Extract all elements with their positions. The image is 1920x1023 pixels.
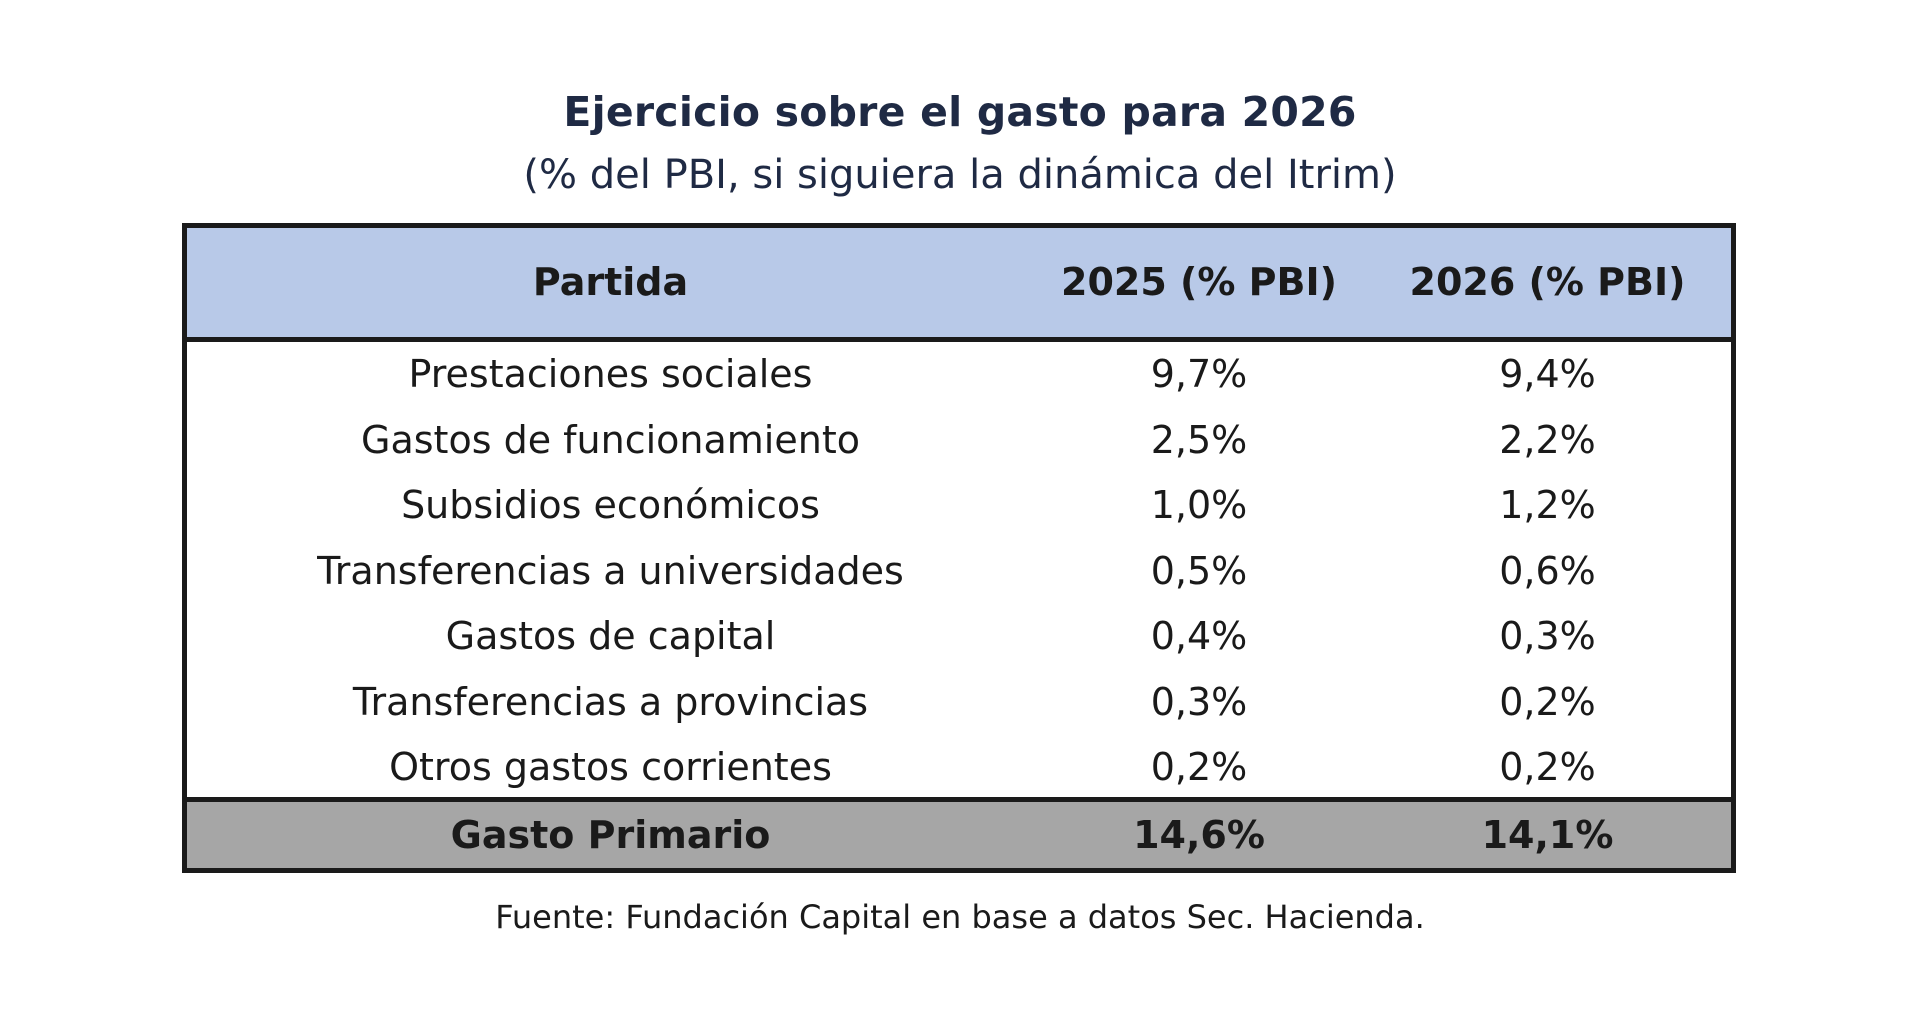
- value-2025: 0,4%: [1150, 614, 1248, 658]
- value-2026: 9,4%: [1499, 352, 1596, 396]
- value-2026: 0,6%: [1499, 548, 1596, 593]
- table-row: Gastos de funcionamiento 2,5% 2,2%: [187, 408, 1731, 474]
- value-2026: 0,2%: [1499, 745, 1596, 789]
- table-row: Prestaciones sociales 9,7% 9,4%: [187, 342, 1731, 408]
- row-label: Gastos de funcionamiento: [361, 417, 860, 462]
- row-label: Transferencias a universidades: [317, 548, 904, 593]
- row-label: Transferencias a provincias: [352, 679, 869, 724]
- table-body: Prestaciones sociales 9,7% 9,4% Gastos d…: [187, 342, 1731, 802]
- value-2025: 0,3%: [1150, 679, 1248, 724]
- table-row: Gastos de capital 0,4% 0,3%: [187, 604, 1731, 670]
- value-2026: 0,3%: [1499, 614, 1596, 658]
- value-2025: 2,5%: [1150, 417, 1248, 462]
- chart-subtitle: (% del PBI, si siguiera la dinámica del …: [523, 152, 1397, 198]
- value-2025: 0,5%: [1150, 548, 1248, 593]
- row-label: Gastos de capital: [445, 614, 776, 658]
- value-2025: 1,0%: [1150, 483, 1248, 527]
- value-2026: 2,2%: [1499, 417, 1596, 462]
- source-note: Fuente: Fundación Capital en base a dato…: [495, 898, 1425, 936]
- data-table: Partida 2025 (% PBI) 2026 (% PBI) Presta…: [182, 223, 1736, 873]
- header-cell-partida: Partida: [532, 260, 689, 304]
- table-row: Subsidios económicos 1,0% 1,2%: [187, 473, 1731, 539]
- total-2026: 14,1%: [1481, 813, 1614, 857]
- table-header-row: Partida 2025 (% PBI) 2026 (% PBI): [187, 228, 1731, 342]
- chart-title: Ejercicio sobre el gasto para 2026: [563, 88, 1357, 136]
- total-label: Gasto Primario: [450, 813, 771, 857]
- header-cell-2026: 2026 (% PBI): [1409, 260, 1686, 304]
- value-2026: 1,2%: [1499, 483, 1596, 527]
- table-row: Transferencias a provincias 0,3% 0,2%: [187, 670, 1731, 736]
- header-cell-2025: 2025 (% PBI): [1061, 260, 1337, 304]
- row-label: Subsidios económicos: [401, 483, 820, 527]
- value-2025: 9,7%: [1150, 352, 1248, 396]
- value-2025: 0,2%: [1150, 745, 1248, 789]
- row-label: Otros gastos corrientes: [389, 745, 832, 789]
- row-label: Prestaciones sociales: [408, 352, 813, 396]
- total-2025: 14,6%: [1133, 813, 1265, 857]
- table-row: Otros gastos corrientes 0,2% 0,2%: [187, 735, 1731, 801]
- total-row: Gasto Primario 14,6% 14,1%: [187, 797, 1731, 868]
- value-2026: 0,2%: [1499, 679, 1596, 724]
- table-row: Transferencias a universidades 0,5% 0,6%: [187, 539, 1731, 605]
